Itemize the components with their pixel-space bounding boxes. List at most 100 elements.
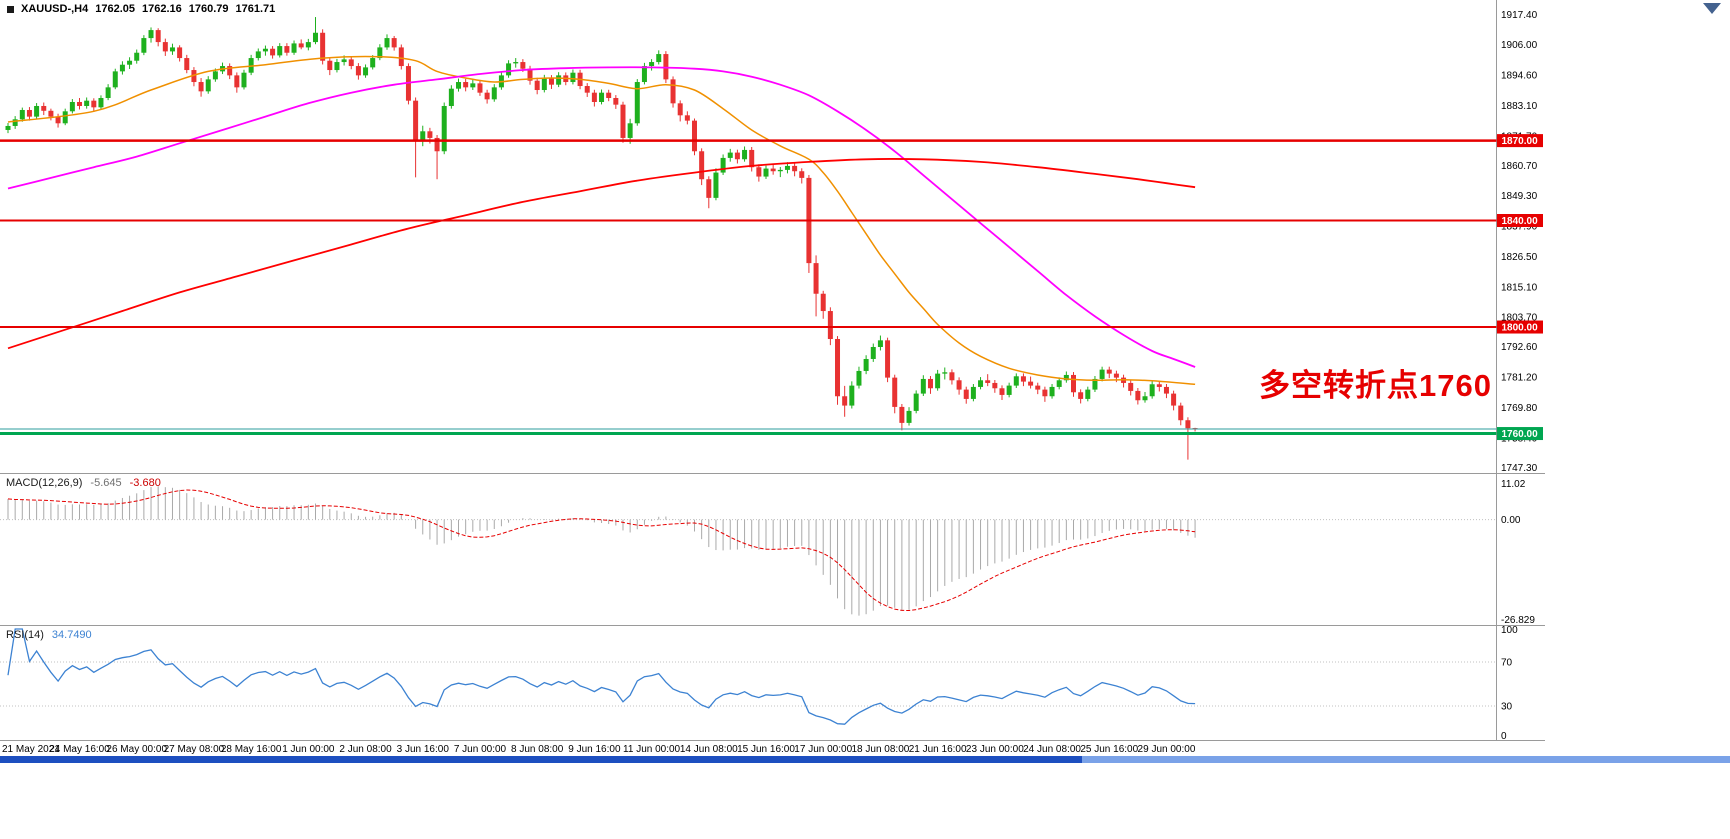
candle-body [892,377,898,407]
candle-body [956,380,962,390]
time-axis-label: 17 Jun 00:00 [794,744,852,755]
candle-body [734,152,740,160]
candle-body [241,72,247,88]
candle-body [348,59,354,67]
candle-body [91,100,97,108]
candle-body [599,92,605,102]
candle-body [391,38,397,48]
candle-body [55,116,61,124]
candle-body [799,171,805,178]
candle-body [355,66,361,76]
macd-name: MACD(12,26,9) [6,477,83,489]
candle-body [105,87,111,99]
price-tags: 1870.00 1840.00 1800.00 1760.00 [1497,134,1543,441]
low-value: 1760.79 [188,3,229,15]
price-axis-label: 1747.30 [1501,463,1538,474]
candle-body [341,59,347,63]
candle-body [634,82,640,124]
chart-shift-icon[interactable] [1703,3,1721,14]
candle-body [720,157,726,173]
candle-body [1020,376,1026,382]
candle-body [827,311,833,340]
price-axis-label: 1792.60 [1501,342,1538,353]
panel-separators [0,0,1545,741]
chart-symbol-icon [7,5,14,13]
candle-body [363,67,369,76]
candle-body [1042,389,1048,397]
candle-body [813,263,819,294]
candle-body [1156,384,1162,387]
time-axis-label: 8 Jun 08:00 [511,744,564,755]
turning-point-annotation[interactable]: 多空转折点1760 [1259,368,1492,403]
rsi-indicator-label: RSI(14) 34.7490 [6,629,92,641]
candle-body [298,43,304,48]
time-axis-label: 9 Jun 16:00 [568,744,621,755]
candlestick-chart-canvas[interactable]: 1917.401906.001894.601883.101871.701860.… [0,0,1730,756]
candle-body [627,123,633,138]
price-axis-label: 1894.60 [1501,71,1538,82]
candle-body [148,30,154,39]
candle-body [12,119,18,126]
price-axis-label: 1781.20 [1501,373,1538,384]
candle-body [484,92,490,100]
bottom-scrollbar-thumb[interactable] [0,756,1082,763]
candle-body [613,98,619,105]
candle-body [162,42,168,52]
candle-body [370,58,376,68]
candle-body [906,410,912,423]
candle-body [591,92,597,102]
candle-body [1013,376,1019,386]
candle-body [742,149,748,160]
candle-body [713,172,719,198]
candles-layer [5,17,1198,460]
candle-body [992,382,998,389]
svg-text:1760.00: 1760.00 [1502,429,1539,440]
candle-body [413,100,419,141]
candle-body [305,42,311,48]
time-axis-label: 1 Jun 00:00 [282,744,335,755]
price-axis-label: 1837.90 [1501,222,1538,233]
svg-text:30: 30 [1501,702,1513,713]
candle-body [913,393,919,411]
candle-body [1128,382,1134,391]
candle-body [777,169,783,172]
macd-panel [0,486,1497,616]
svg-text:100: 100 [1501,625,1518,636]
time-axis-label: 25 Jun 16:00 [1080,744,1138,755]
time-axis-label: 2 Jun 08:00 [339,744,392,755]
candle-body [513,62,519,64]
candle-body [978,380,984,387]
candle-body [477,83,483,93]
candle-body [970,386,976,399]
candle-body [935,373,941,389]
candle-body [656,54,662,63]
time-axis-label: 21 May 2021 [2,744,60,755]
candle-body [570,72,576,83]
candle-body [606,92,612,99]
svg-text:-26.829: -26.829 [1501,615,1535,626]
bottom-scrollbar-track[interactable] [1082,756,1730,763]
ma-line-slow [7,158,1196,350]
candle-body [870,346,876,359]
price-axis-label: 1917.40 [1501,10,1538,21]
candle-body [842,396,848,406]
candle-body [191,70,197,83]
svg-text:1840.00: 1840.00 [1502,216,1539,227]
time-axis-label: 21 Jun 16:00 [909,744,967,755]
price-tag [1497,320,1543,334]
candle-body [749,149,755,168]
svg-text:1800.00: 1800.00 [1502,323,1539,334]
candle-body [691,120,697,152]
time-axis-label: 15 Jun 16:00 [737,744,795,755]
candle-body [1099,369,1105,379]
candle-body [927,378,933,389]
price-axis-label: 1815.10 [1501,282,1538,293]
open-value: 1762.05 [95,3,135,15]
candle-body [312,32,318,43]
candle-body [1171,393,1177,406]
price-axis[interactable]: 1917.401906.001894.601883.101871.701860.… [1501,10,1538,474]
svg-text:11.02: 11.02 [1501,479,1526,490]
